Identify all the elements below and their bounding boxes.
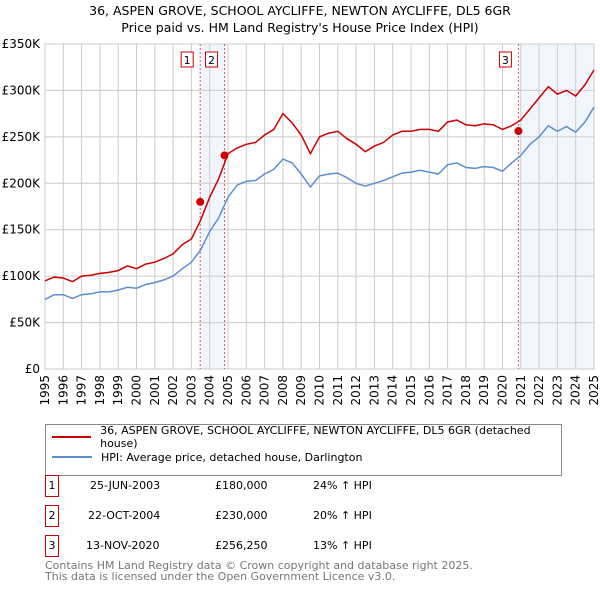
shaded-region — [200, 44, 225, 369]
sale-marker-badge: 3 — [45, 535, 59, 557]
x-tick-label: 2002 — [166, 375, 180, 406]
plot-border — [44, 43, 595, 370]
legend: 36, ASPEN GROVE, SCHOOL AYCLIFFE, NEWTON… — [45, 424, 562, 476]
x-tick-label: 2024 — [569, 375, 583, 406]
x-tick-label: 2016 — [422, 375, 436, 406]
x-tick-label: 1997 — [75, 375, 89, 406]
sale-hpi-diff: 13% ↑ HPI — [313, 539, 372, 552]
sale-point — [514, 127, 523, 136]
y-tick-label: £350K — [2, 37, 42, 51]
shaded-region — [518, 44, 594, 369]
x-tick-label: 2018 — [459, 375, 473, 406]
legend-item-hpi: HPI: Average price, detached house, Darl… — [52, 448, 362, 466]
x-tick-label: 2014 — [386, 375, 400, 406]
sale-label-box — [180, 51, 194, 68]
x-tick-label: 2000 — [130, 375, 144, 406]
sale-price: £180,000 — [215, 479, 268, 492]
x-tick-label: 2006 — [239, 375, 253, 406]
sale-date: 25-JUN-2003 — [90, 479, 161, 492]
sale-date: 22-OCT-2004 — [88, 509, 161, 522]
legend-swatch-red — [52, 436, 92, 438]
plot-area: £0 £50K £100K £150K £200K £250K £300K £350K 1995… — [2, 37, 600, 406]
x-tick-label: 1996 — [56, 375, 70, 406]
y-tick-label: £150K — [2, 223, 42, 237]
sale-point — [196, 197, 205, 206]
property-price-line — [44, 69, 595, 283]
x-tick-label: 2012 — [349, 375, 363, 406]
x-tick-label: 2009 — [294, 375, 308, 406]
sale-price: £230,000 — [215, 509, 268, 522]
x-tick-label: 2007 — [258, 375, 272, 406]
x-tick-label: 2023 — [550, 375, 564, 406]
x-tick-label: 2021 — [514, 375, 528, 406]
footer-copyright: Contains HM Land Registry data © Crown c… — [45, 559, 473, 572]
sale-point — [220, 151, 229, 160]
x-tick-label: 2015 — [404, 375, 418, 406]
sale-label-box — [498, 51, 512, 68]
x-tick-label: 2011 — [331, 375, 345, 406]
sale-price: £256,250 — [215, 539, 268, 552]
chart-title: 36, ASPEN GROVE, SCHOOL AYCLIFFE, NEWTON… — [89, 3, 511, 18]
y-tick-label: £250K — [2, 130, 42, 144]
x-tick-label: 2001 — [148, 375, 162, 406]
y-tick-label: £100K — [2, 269, 42, 283]
hpi-line — [44, 106, 595, 301]
x-tick-label: 2020 — [496, 375, 510, 406]
x-tick-label: 2005 — [221, 375, 235, 406]
sale-marker-badge: 1 — [45, 475, 59, 497]
x-tick-label: 2017 — [441, 375, 455, 406]
x-tick-label: 2022 — [532, 375, 546, 406]
x-tick-label: 2019 — [477, 375, 491, 406]
x-tick-label: 2003 — [184, 375, 198, 406]
x-tick-label: 2008 — [276, 375, 290, 406]
sale-marker-badge: 2 — [45, 505, 59, 527]
sale-label: 2 — [208, 54, 215, 67]
chart-subtitle: Price paid vs. HM Land Registry's House … — [121, 20, 479, 35]
x-tick-label: 2004 — [203, 375, 217, 406]
sale-hpi-diff: 24% ↑ HPI — [313, 479, 372, 492]
x-tick-label: 1995 — [38, 375, 52, 406]
legend-swatch-blue — [52, 456, 92, 458]
y-tick-label: £50K — [9, 316, 41, 330]
x-tick-label: 2010 — [313, 375, 327, 406]
x-tick-label: 1998 — [93, 375, 107, 406]
footer-licence: This data is licensed under the Open Gov… — [45, 570, 396, 583]
sale-label: 3 — [502, 54, 509, 67]
y-tick-label: £0 — [25, 362, 40, 376]
legend-label: 36, ASPEN GROVE, SCHOOL AYCLIFFE, NEWTON… — [100, 424, 531, 450]
legend-label: HPI: Average price, detached house, Darl… — [101, 450, 363, 464]
x-tick-label: 1999 — [111, 375, 125, 406]
y-tick-label: £300K — [2, 83, 42, 97]
sale-label-box — [205, 51, 219, 68]
legend-item-property: 36, ASPEN GROVE, SCHOOL AYCLIFFE, NEWTON… — [52, 424, 561, 450]
x-tick-label: 2013 — [367, 375, 381, 406]
y-tick-label: £200K — [2, 176, 42, 190]
sale-hpi-diff: 20% ↑ HPI — [313, 509, 372, 522]
sale-label: 1 — [184, 54, 191, 67]
sale-date: 13-NOV-2020 — [86, 539, 160, 552]
x-tick-label: 2025 — [587, 375, 600, 406]
